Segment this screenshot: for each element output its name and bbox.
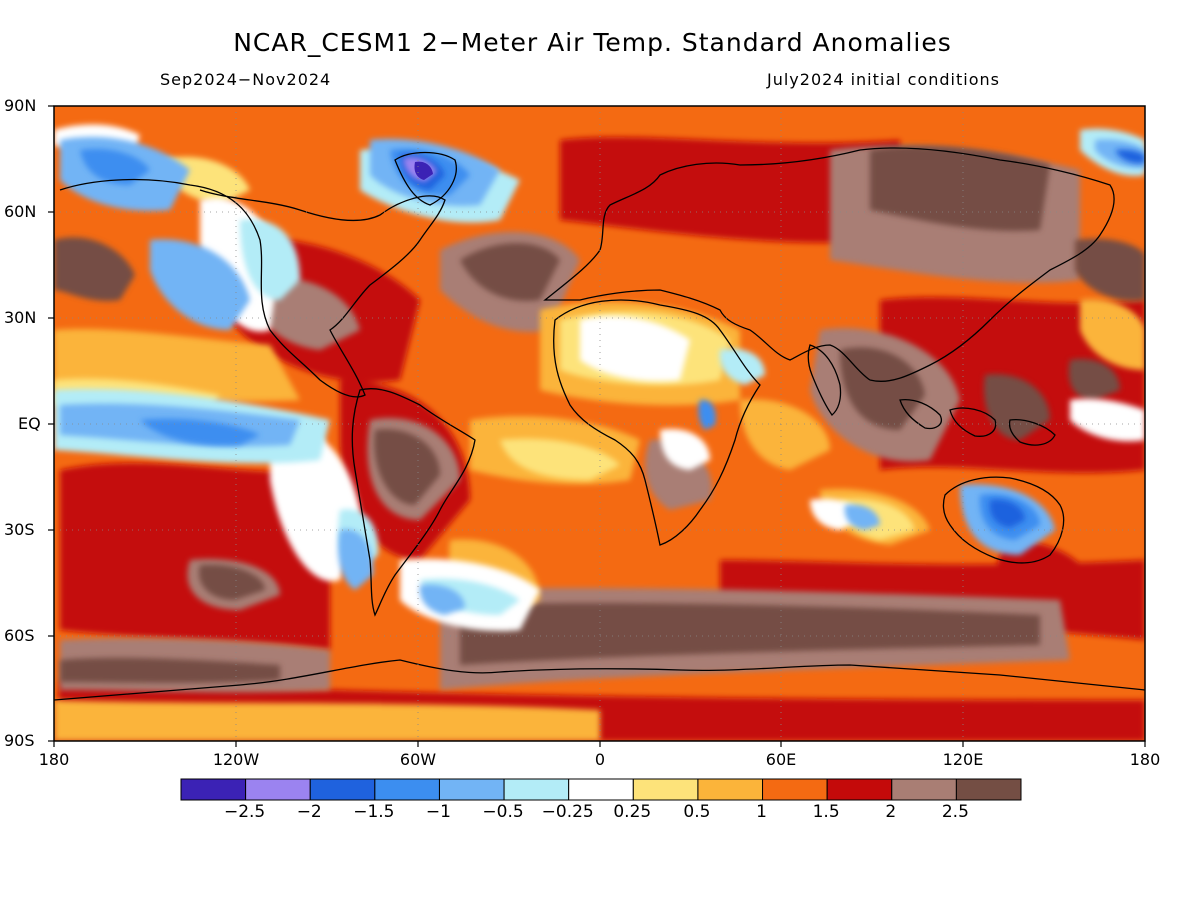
lon-label-180w: 180 <box>38 750 70 769</box>
colorbar-swatch <box>955 778 1022 801</box>
lon-label-60w: 60W <box>399 750 437 769</box>
colorbar-label: 2 <box>885 802 897 822</box>
colorbar-swatch <box>632 778 699 801</box>
lat-label-60s: 60S <box>4 626 35 645</box>
colorbar-label: −2 <box>296 802 322 822</box>
colorbar-swatch <box>891 778 957 801</box>
colorbar-swatch <box>762 778 828 801</box>
colorbar-label: −1.5 <box>353 802 395 822</box>
colorbar-swatch <box>503 778 570 801</box>
colorbar-swatch <box>180 778 247 801</box>
colorbar <box>180 778 1022 801</box>
colorbar-label: 2.5 <box>941 802 969 822</box>
colorbar-label: 0.25 <box>613 802 652 822</box>
init-conditions-label: July2024 initial conditions <box>767 70 1000 89</box>
lon-label-180e: 180 <box>1129 750 1161 769</box>
coastlines <box>54 147 1145 701</box>
colorbar-swatch <box>309 778 376 801</box>
colorbar-swatch <box>374 778 440 801</box>
colorbar-swatch <box>438 778 505 801</box>
lon-label-60e: 60E <box>765 750 797 769</box>
lon-label-120w: 120W <box>212 750 260 769</box>
colorbar-label: 0.5 <box>683 802 711 822</box>
lat-label-90n: 90N <box>4 96 37 115</box>
colorbar-label: 1.5 <box>812 802 840 822</box>
anomaly-field <box>54 106 1145 741</box>
lon-label-0: 0 <box>594 750 606 769</box>
colorbar-swatch <box>568 778 634 801</box>
lat-label-90s: 90S <box>4 731 35 750</box>
colorbar-swatch <box>697 778 764 801</box>
colorbar-label: −0.25 <box>541 802 594 822</box>
axis-ticks <box>48 105 1146 747</box>
map-title: NCAR_CESM1 2−Meter Air Temp. Standard An… <box>233 28 952 57</box>
season-label: Sep2024−Nov2024 <box>160 70 332 89</box>
colorbar-label: −1 <box>425 802 451 822</box>
colorbar-label: 1 <box>756 802 767 822</box>
lat-label-60n: 60N <box>4 202 37 221</box>
colorbar-swatch <box>826 778 893 801</box>
lat-label-30s: 30S <box>4 520 35 539</box>
lon-label-120e: 120E <box>942 750 984 769</box>
colorbar-label: −0.5 <box>482 802 524 822</box>
colorbar-swatch <box>245 778 311 801</box>
lat-label-30n: 30N <box>4 308 37 327</box>
lat-label-eq: EQ <box>18 414 41 433</box>
colorbar-label: −2.5 <box>223 802 266 822</box>
